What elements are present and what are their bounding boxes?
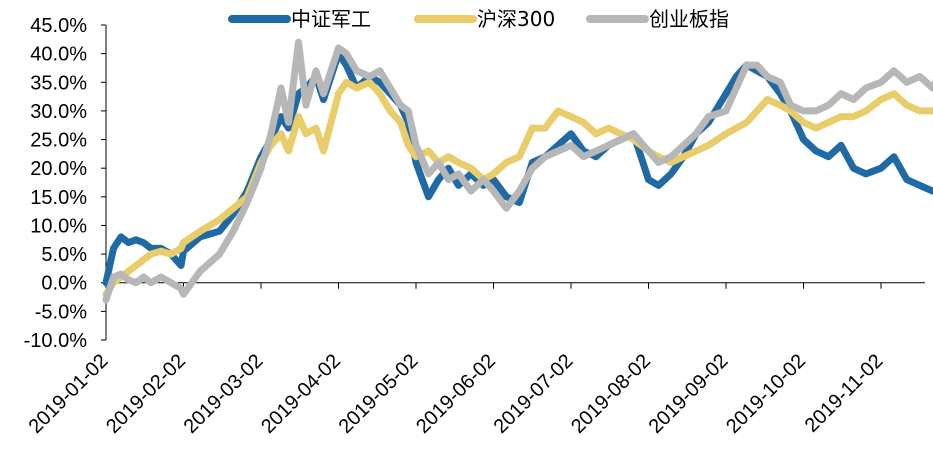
x-tick-label: 2019-05-02: [335, 350, 423, 438]
plot-area: [102, 38, 933, 304]
y-tick-label: 10.0%: [30, 215, 87, 237]
legend: 中证军工 沪深300 创业板指: [228, 7, 729, 31]
x-tick-label: 2019-07-02: [490, 350, 578, 438]
legend-label-1: 沪深300: [477, 7, 555, 31]
x-tick-label: 2019-01-02: [25, 350, 113, 438]
y-tick-label: 15.0%: [30, 187, 87, 209]
y-tick-label: 0.0%: [41, 273, 87, 295]
x-tick-label: 2019-03-02: [180, 350, 268, 438]
y-tick-label: 40.0%: [30, 44, 87, 66]
y-tick-label: 35.0%: [30, 72, 87, 94]
y-tick-label: 30.0%: [30, 101, 87, 123]
x-tick-label: 2019-09-02: [645, 350, 733, 438]
series-line-2: [102, 38, 933, 304]
legend-label-0: 中证军工: [291, 7, 371, 31]
x-tick-label: 2019-06-02: [412, 350, 500, 438]
y-tick-label: 5.0%: [41, 244, 87, 266]
x-tick-label: 2019-10-02: [722, 350, 810, 438]
x-axis: 2019-01-022019-02-022019-03-022019-04-02…: [25, 282, 925, 438]
series-line-0: [102, 50, 933, 287]
x-tick-label: 2019-11-02: [801, 350, 888, 437]
y-axis: 45.0% 40.0% 35.0% 30.0% 25.0% 20.0% 15.0% 10.0%…: [24, 15, 107, 352]
y-tick-label: 25.0%: [30, 130, 87, 152]
x-tick-label: 2019-02-02: [102, 350, 190, 438]
y-tick-label: 45.0%: [30, 15, 87, 37]
legend-label-2: 创业板指: [649, 7, 729, 31]
y-tick-label: -5.0%: [35, 301, 87, 323]
x-tick-label: 2019-08-02: [567, 350, 655, 438]
series-line-1: [102, 78, 933, 298]
x-tick-label: 2019-04-02: [257, 350, 345, 438]
y-tick-label: 20.0%: [30, 158, 87, 180]
y-tick-label: -10.0%: [24, 330, 88, 352]
